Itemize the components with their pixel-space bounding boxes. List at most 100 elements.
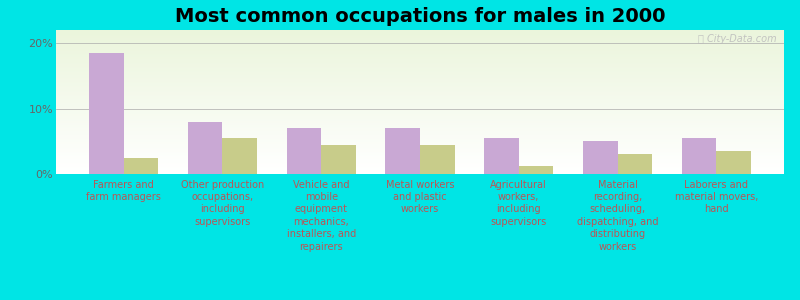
Bar [56,50,784,51]
Bar [56,103,784,104]
Bar [56,41,784,42]
Bar [56,139,784,140]
Bar [56,116,784,117]
Bar [56,154,784,155]
Bar [56,76,784,77]
Bar [56,148,784,149]
Bar [56,121,784,122]
Bar [56,84,784,85]
Bar [56,93,784,94]
Bar [56,153,784,154]
Bar [56,40,784,41]
Bar [56,167,784,168]
Bar [56,128,784,129]
Bar [56,49,784,50]
Bar [56,172,784,173]
Bar [124,158,158,174]
Bar [716,151,751,174]
Bar [56,62,784,63]
Bar [56,102,784,103]
Bar [618,154,652,174]
Bar [56,143,784,144]
Bar [188,122,222,174]
Bar [56,72,784,73]
Bar [56,135,784,136]
Bar [56,162,784,163]
Bar [56,113,784,114]
Bar [56,142,784,143]
Bar [56,165,784,166]
Bar [56,89,784,90]
Bar [56,114,784,115]
Bar [89,53,124,174]
Bar [56,36,784,37]
Bar [56,44,784,45]
Bar [56,145,784,146]
Bar [56,109,784,110]
Title: Most common occupations for males in 2000: Most common occupations for males in 200… [174,7,666,26]
Text: ⓘ City-Data.com: ⓘ City-Data.com [698,34,777,44]
Bar [56,152,784,153]
Bar [56,129,784,130]
Bar [56,101,784,102]
Bar [56,64,784,65]
Bar [56,61,784,62]
Bar [56,31,784,32]
Bar [56,125,784,126]
Bar [56,126,784,127]
Bar [56,166,784,167]
Bar [56,94,784,95]
Bar [56,34,784,35]
Bar [56,138,784,139]
Bar [56,30,784,31]
Bar [682,138,716,174]
Bar [56,97,784,98]
Bar [56,61,784,62]
Bar [56,88,784,89]
Bar [56,151,784,152]
Bar [56,35,784,36]
Bar [56,160,784,161]
Bar [56,164,784,165]
Bar [56,104,784,105]
Bar [56,74,784,75]
Bar [56,150,784,151]
Bar [56,137,784,138]
Bar [56,54,784,55]
Bar [56,144,784,145]
Bar [56,112,784,113]
Bar [56,119,784,120]
Bar [56,91,784,92]
Bar [420,145,454,174]
Bar [56,51,784,52]
Bar [56,78,784,79]
Bar [56,131,784,132]
Bar [56,141,784,142]
Bar [56,37,784,38]
Bar [56,158,784,159]
Bar [56,80,784,81]
Bar [56,67,784,68]
Bar [56,161,784,162]
Bar [56,69,784,70]
Bar [56,108,784,109]
Bar [56,65,784,66]
Bar [56,82,784,83]
Bar [56,130,784,131]
Bar [56,86,784,87]
Bar [56,57,784,58]
Bar [518,166,554,174]
Bar [56,73,784,74]
Bar [56,32,784,33]
Bar [56,60,784,61]
Bar [56,99,784,100]
Bar [322,145,356,174]
Bar [56,46,784,47]
Bar [56,59,784,60]
Bar [56,136,784,137]
Bar [56,100,784,101]
Bar [56,110,784,111]
Bar [56,58,784,59]
Bar [222,138,257,174]
Bar [56,156,784,157]
